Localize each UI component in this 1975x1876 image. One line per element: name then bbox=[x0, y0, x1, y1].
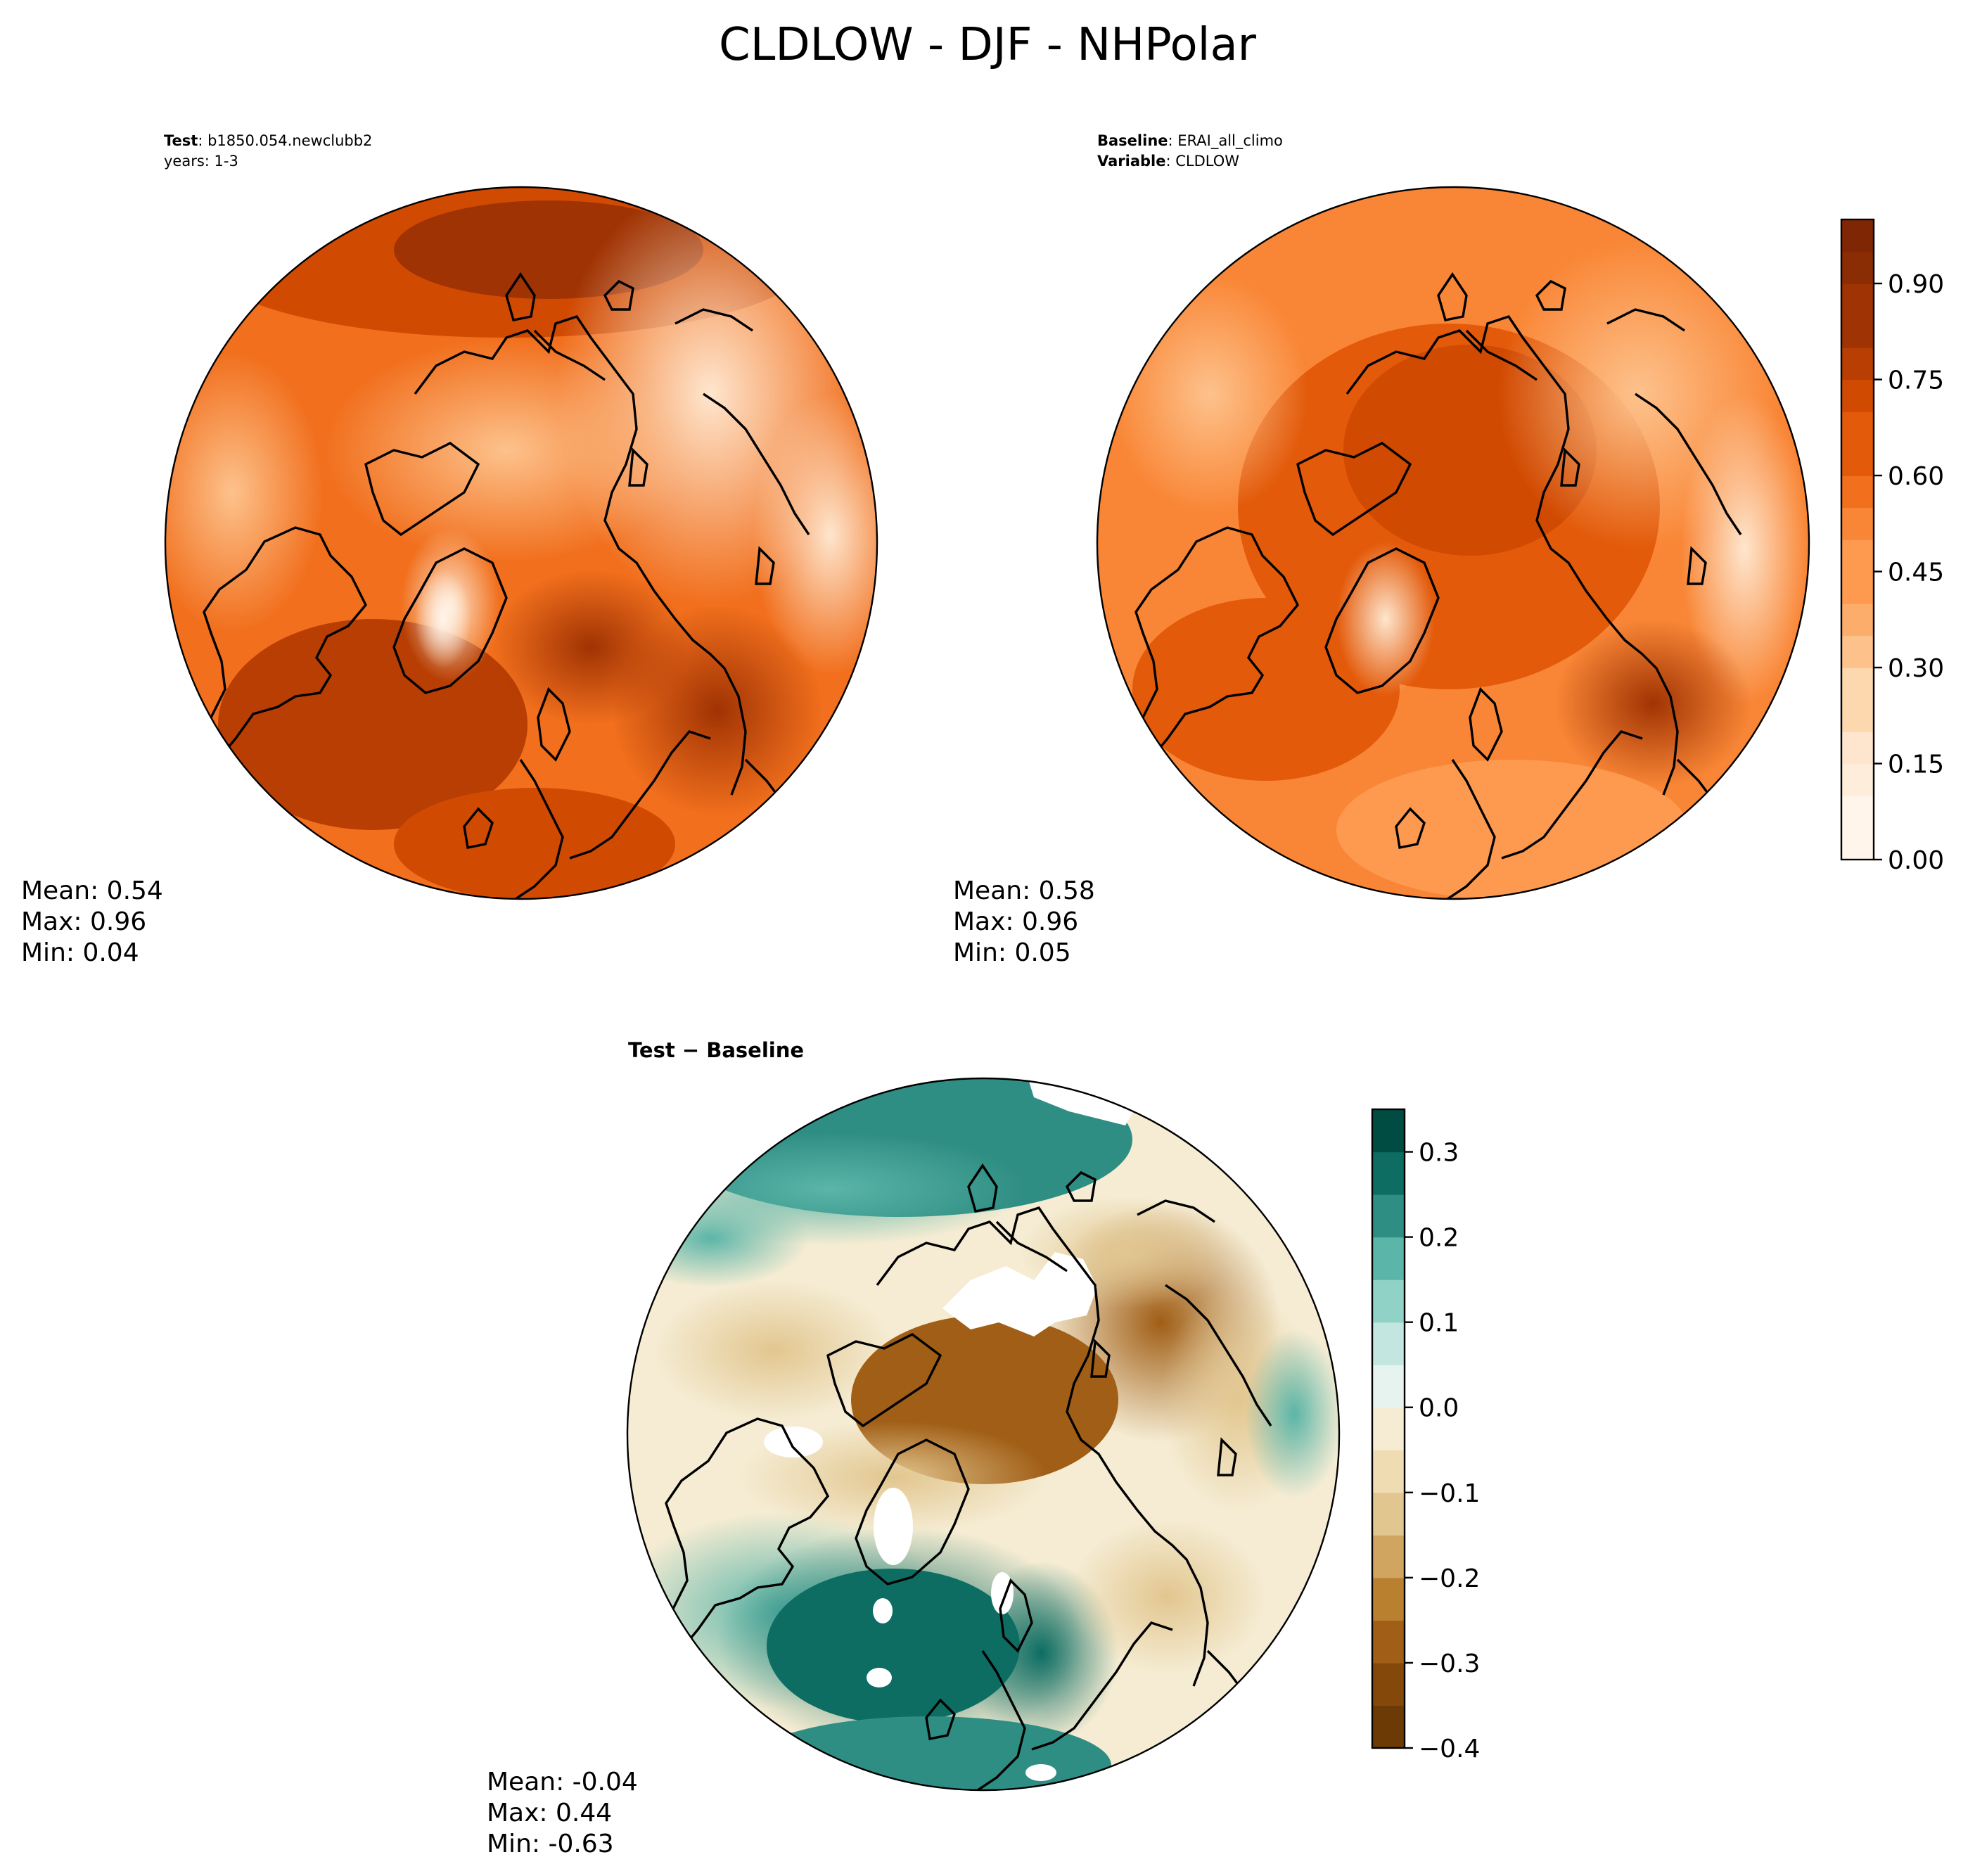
colorbar-main-level-3 bbox=[1841, 732, 1874, 765]
diff-min: Min: -0.63 bbox=[487, 1830, 614, 1858]
test-map bbox=[164, 186, 878, 900]
colorbar-main-level-9 bbox=[1841, 540, 1874, 573]
baseline-meta-line2: Variable: CLDLOW bbox=[1097, 153, 1239, 170]
diff-subtitle: Test − Baseline bbox=[628, 1038, 804, 1062]
colorbar-diff-level-5 bbox=[1372, 1492, 1405, 1536]
diff-max: Max: 0.44 bbox=[487, 1799, 612, 1827]
colorbar-diff-level-3 bbox=[1372, 1577, 1405, 1621]
colorbar-main-tick-label: 0.30 bbox=[1888, 654, 1944, 683]
baseline-mean: Mean: 0.58 bbox=[953, 876, 1095, 905]
variable-label: Variable bbox=[1097, 153, 1165, 170]
colorbar-main-level-17 bbox=[1841, 283, 1874, 317]
colorbar-diff-tick-label: −0.4 bbox=[1419, 1735, 1480, 1763]
colorbar-main-level-13 bbox=[1841, 411, 1874, 445]
colorbar-diff-tick-label: −0.1 bbox=[1419, 1479, 1480, 1508]
colorbar-main-level-8 bbox=[1841, 571, 1874, 604]
colorbar-main-level-18 bbox=[1841, 251, 1874, 284]
test-meta-line1: Test: b1850.054.newclubb2 bbox=[164, 132, 372, 149]
colorbar-main-frame bbox=[1840, 218, 1875, 861]
colorbar-main-level-1 bbox=[1841, 796, 1874, 829]
colorbar-diff-level-7 bbox=[1372, 1407, 1405, 1450]
colorbar-main-tick-label: 0.00 bbox=[1888, 846, 1944, 875]
test-case: : b1850.054.newclubb2 bbox=[198, 132, 372, 149]
baseline-min: Min: 0.05 bbox=[953, 938, 1071, 967]
baseline-map bbox=[1096, 186, 1810, 900]
diff-mean: Mean: -0.04 bbox=[487, 1768, 638, 1797]
colorbar-main-level-7 bbox=[1841, 604, 1874, 637]
colorbar-diff-tick-label: 0.3 bbox=[1419, 1139, 1459, 1168]
colorbar-main-level-19 bbox=[1841, 219, 1874, 253]
baseline-label: Baseline bbox=[1097, 132, 1168, 149]
colorbar-diff-level-12 bbox=[1372, 1194, 1405, 1238]
colorbar-diff-tick-label: 0.1 bbox=[1419, 1309, 1459, 1338]
colorbar-main-tick-label: 0.75 bbox=[1888, 366, 1944, 395]
test-min: Min: 0.04 bbox=[21, 938, 139, 967]
colorbar-diff-level-10 bbox=[1372, 1280, 1405, 1323]
colorbar-diff-level-8 bbox=[1372, 1365, 1405, 1408]
colorbar-main-level-16 bbox=[1841, 315, 1874, 348]
colorbar-diff-level-0 bbox=[1372, 1705, 1405, 1749]
colorbar-diff: −0.4 −0.3 −0.2 −0.1 0.0 0.1 0.2 0.3 bbox=[1371, 1108, 1480, 1763]
colorbar-main-level-0 bbox=[1841, 827, 1874, 860]
test-years: years: 1-3 bbox=[164, 153, 238, 170]
colorbar-diff-tick-label: 0.0 bbox=[1419, 1394, 1459, 1423]
colorbar-main-level-15 bbox=[1841, 347, 1874, 381]
colorbar-diff-tick-label: −0.2 bbox=[1419, 1564, 1480, 1593]
test-mean: Mean: 0.54 bbox=[21, 876, 163, 905]
colorbar-diff-level-2 bbox=[1372, 1620, 1405, 1664]
colorbar-main-tick-label: 0.45 bbox=[1888, 559, 1944, 587]
colorbar-main: 0.00 0.15 0.30 0.45 0.60 0.75 0.90 bbox=[1840, 218, 1944, 875]
colorbar-main-level-11 bbox=[1841, 476, 1874, 509]
colorbar-diff-level-9 bbox=[1372, 1322, 1405, 1365]
test-label: Test bbox=[164, 132, 198, 149]
diff-map bbox=[626, 1077, 1341, 1792]
colorbar-main-level-5 bbox=[1841, 668, 1874, 701]
colorbar-diff-level-13 bbox=[1372, 1151, 1405, 1195]
colorbar-diff-frame bbox=[1371, 1108, 1406, 1749]
colorbar-main-level-6 bbox=[1841, 635, 1874, 668]
baseline-max: Max: 0.96 bbox=[953, 907, 1078, 936]
colorbar-diff-tick-label: −0.3 bbox=[1419, 1650, 1480, 1678]
colorbar-main-level-10 bbox=[1841, 507, 1874, 540]
baseline-case: : ERAI_all_climo bbox=[1168, 132, 1283, 150]
colorbar-main-level-14 bbox=[1841, 379, 1874, 412]
colorbar-main-tick-label: 0.60 bbox=[1888, 462, 1944, 491]
figure-title: CLDLOW - DJF - NHPolar bbox=[719, 19, 1257, 71]
test-max: Max: 0.96 bbox=[21, 907, 146, 936]
colorbar-diff-level-4 bbox=[1372, 1535, 1405, 1578]
colorbar-diff-level-11 bbox=[1372, 1237, 1405, 1280]
colorbar-main-level-12 bbox=[1841, 443, 1874, 476]
colorbar-diff-level-1 bbox=[1372, 1662, 1405, 1706]
colorbar-diff-level-6 bbox=[1372, 1450, 1405, 1493]
colorbar-diff-tick-label: 0.2 bbox=[1419, 1224, 1459, 1253]
colorbar-main-level-4 bbox=[1841, 699, 1874, 732]
colorbar-main-level-2 bbox=[1841, 763, 1874, 796]
colorbar-diff-level-14 bbox=[1372, 1109, 1405, 1153]
colorbar-main-tick-label: 0.90 bbox=[1888, 270, 1944, 299]
colorbar-main-tick-label: 0.15 bbox=[1888, 751, 1944, 779]
baseline-meta-line1: Baseline: ERAI_all_climo bbox=[1097, 132, 1283, 150]
variable-name: : CLDLOW bbox=[1165, 153, 1239, 170]
